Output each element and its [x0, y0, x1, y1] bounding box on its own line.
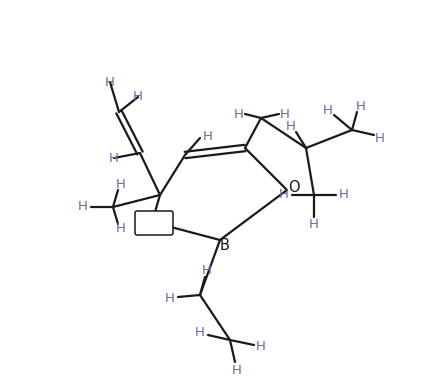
Text: H: H — [339, 188, 349, 201]
Text: H: H — [165, 292, 175, 305]
Text: H: H — [309, 219, 319, 231]
Text: H: H — [280, 108, 290, 120]
Text: H: H — [202, 264, 212, 276]
Text: H: H — [375, 131, 385, 145]
Text: H: H — [116, 179, 126, 192]
Text: H: H — [356, 99, 366, 113]
Text: H: H — [203, 129, 213, 142]
FancyBboxPatch shape — [135, 211, 173, 235]
Text: H: H — [78, 201, 88, 213]
Text: H: H — [133, 90, 143, 104]
Text: O: O — [288, 181, 300, 196]
Text: H: H — [256, 341, 266, 353]
Text: H: H — [279, 188, 289, 201]
Text: B: B — [220, 237, 230, 253]
Text: H: H — [323, 104, 333, 117]
Text: H: H — [286, 120, 296, 133]
Text: H: H — [109, 151, 119, 165]
Text: H: H — [232, 364, 242, 377]
Text: H: H — [234, 108, 244, 120]
Text: H: H — [116, 222, 126, 235]
Text: H: H — [195, 326, 205, 339]
Text: Abs: Abs — [143, 217, 165, 231]
Text: H: H — [105, 75, 115, 88]
